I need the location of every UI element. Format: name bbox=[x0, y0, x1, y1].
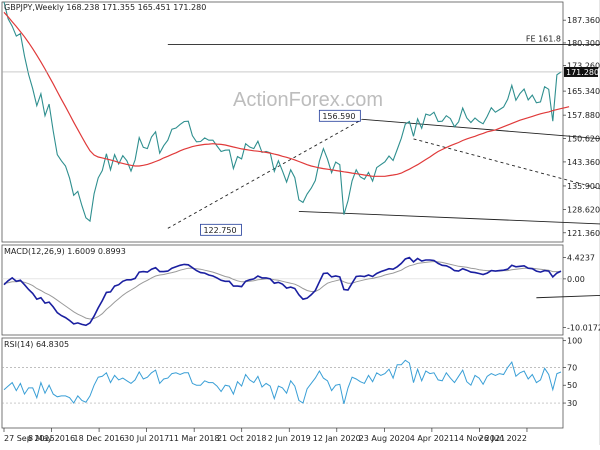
price-ytick-label: 150.620 bbox=[567, 135, 600, 144]
x-tick-label: 8 May 2016 bbox=[28, 434, 75, 443]
macd-ytick-label: -10.0172 bbox=[567, 323, 600, 332]
price-annotation-box bbox=[200, 223, 242, 236]
price-close-line bbox=[3, 1, 562, 223]
x-tick-label: 18 Dec 2016 bbox=[74, 434, 125, 443]
price-trendline bbox=[167, 118, 363, 229]
price-ytick-label: 143.360 bbox=[567, 158, 600, 167]
x-tick-label: 26 Jun 2022 bbox=[479, 434, 527, 443]
macd-ytick-label: 0.00 bbox=[567, 275, 585, 284]
last-price-badge bbox=[564, 66, 598, 77]
x-tick-label: 14 Nov 2021 bbox=[454, 434, 505, 443]
x-tick-label: 12 Jan 2020 bbox=[313, 434, 361, 443]
price-panel-frame bbox=[1, 1, 564, 243]
rsi-panel-frame bbox=[1, 337, 564, 429]
x-tick-label: 4 Apr 2021 bbox=[410, 434, 454, 443]
watermark: ActionForex.com bbox=[233, 89, 383, 111]
price-ytick-label: 187.360 bbox=[567, 16, 600, 25]
rsi-ytick-label: 70 bbox=[567, 363, 577, 372]
x-tick-label: 30 Jul 2017 bbox=[124, 434, 169, 443]
price-annotation-box bbox=[318, 109, 361, 122]
price-trendline bbox=[413, 138, 600, 190]
x-tick-label: 11 Mar 2018 bbox=[169, 434, 220, 443]
macd-panel-header: MACD(12,26,9) 1.6009 0.8993 bbox=[4, 247, 126, 256]
price-ytick-label: 165.340 bbox=[567, 87, 600, 96]
macd-signal-line bbox=[3, 260, 561, 320]
x-tick-label: 23 Aug 2020 bbox=[359, 434, 410, 443]
x-tick-label: 2 Jun 2019 bbox=[268, 434, 311, 443]
rsi-ytick-label: 30 bbox=[567, 399, 577, 408]
x-tick-label: 27 Sep 2015 bbox=[4, 434, 55, 443]
macd-line bbox=[3, 256, 562, 327]
macd-panel-frame bbox=[1, 244, 564, 336]
price-annotation-label: 122.750 bbox=[203, 226, 236, 235]
macd-ytick-label: 4.4237 bbox=[567, 253, 595, 262]
rsi-ytick-label: 100 bbox=[567, 337, 582, 346]
price-annotation-label: 156.590 bbox=[322, 112, 355, 121]
price-ytick-label: 173.260 bbox=[567, 62, 600, 71]
price-ytick-label: 135.900 bbox=[567, 182, 600, 191]
rsi-ytick-label: 50 bbox=[567, 381, 577, 390]
rsi-line bbox=[3, 359, 562, 405]
fe-label: FE 161.8 bbox=[526, 35, 561, 44]
price-ma-line bbox=[3, 11, 570, 177]
price-ytick-label: 128.620 bbox=[567, 205, 600, 214]
price-trendline bbox=[298, 210, 600, 225]
price-ytick-label: 157.880 bbox=[567, 111, 600, 120]
price-ytick-label: 180.300 bbox=[567, 39, 600, 48]
price-panel-header: GBPJPY,Weekly 168.238 171.355 165.451 17… bbox=[4, 3, 206, 12]
rsi-panel-header: RSI(14) 64.8305 bbox=[4, 340, 69, 349]
price-trendline bbox=[362, 118, 600, 140]
last-price-label: 171.280 bbox=[566, 68, 599, 77]
x-tick-label: 21 Oct 2018 bbox=[217, 434, 266, 443]
price-ytick-label: 121.360 bbox=[567, 229, 600, 238]
